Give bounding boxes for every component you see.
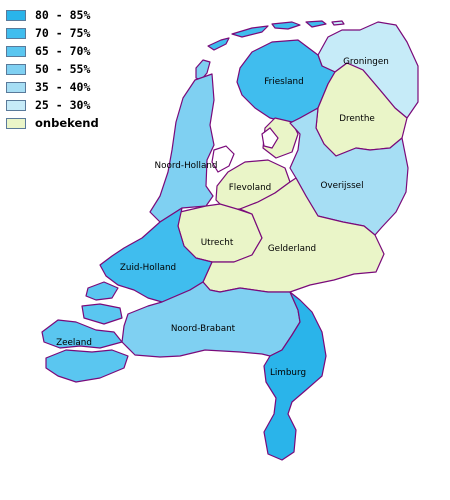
- island-terschelling[interactable]: [231, 25, 269, 38]
- island-texel[interactable]: [195, 59, 211, 81]
- island-schiermonnikoog[interactable]: [305, 20, 327, 28]
- legend-label: 65 - 70%: [35, 44, 91, 58]
- label-limburg: Limburg: [270, 368, 306, 378]
- label-groningen: Groningen: [343, 57, 389, 67]
- label-noord-brabant: Noord-Brabant: [171, 324, 236, 334]
- label-utrecht: Utrecht: [201, 238, 234, 248]
- legend-label: 50 - 55%: [35, 62, 91, 76]
- legend-swatch: [6, 81, 26, 93]
- legend-item-80-85: 80 - 85%: [6, 6, 99, 24]
- legend-label: 70 - 75%: [35, 26, 91, 40]
- province-zeeland-walcheren[interactable]: [41, 319, 123, 349]
- legend-item-onbekend: onbekend: [6, 114, 99, 132]
- province-zeeland-tholen[interactable]: [81, 303, 123, 325]
- island-ameland[interactable]: [271, 21, 301, 30]
- label-zuid-holland: Zuid-Holland: [120, 263, 176, 273]
- label-flevoland: Flevoland: [229, 183, 272, 193]
- legend-item-65-70: 65 - 70%: [6, 42, 99, 60]
- island-vlieland[interactable]: [207, 37, 230, 51]
- legend-swatch: [6, 63, 26, 75]
- legend-swatch: [6, 45, 26, 57]
- legend-item-70-75: 70 - 75%: [6, 24, 99, 42]
- label-zeeland: Zeeland: [56, 338, 92, 348]
- legend-label: onbekend: [35, 116, 99, 130]
- legend-label: 80 - 85%: [35, 8, 91, 22]
- province-overijssel[interactable]: [289, 107, 409, 236]
- legend-swatch: [6, 9, 26, 21]
- map-legend: 80 - 85% 70 - 75% 65 - 70% 50 - 55% 35 -…: [6, 6, 99, 132]
- legend-item-35-40: 35 - 40%: [6, 78, 99, 96]
- province-zeeland-schouwen[interactable]: [85, 281, 119, 301]
- legend-swatch: [6, 27, 26, 39]
- label-noord-holland: Noord-Holland: [155, 161, 218, 171]
- legend-label: 25 - 30%: [35, 98, 91, 112]
- legend-swatch: [6, 99, 26, 111]
- legend-item-50-55: 50 - 55%: [6, 60, 99, 78]
- label-friesland: Friesland: [264, 77, 303, 87]
- province-zeeland-vlaanderen[interactable]: [45, 349, 129, 383]
- label-gelderland: Gelderland: [268, 244, 316, 254]
- legend-item-25-30: 25 - 30%: [6, 96, 99, 114]
- wadden-islands: [195, 20, 345, 81]
- island-rottumeroog[interactable]: [331, 20, 345, 26]
- province-gelderland[interactable]: [202, 177, 385, 293]
- label-overijssel: Overijssel: [320, 181, 363, 191]
- province-limburg[interactable]: [263, 291, 327, 461]
- markermeer-water: [211, 145, 235, 173]
- legend-swatch: [6, 117, 26, 129]
- label-drenthe: Drenthe: [339, 114, 375, 124]
- province-noord-holland[interactable]: [149, 73, 215, 223]
- legend-label: 35 - 40%: [35, 80, 91, 94]
- veluwemeer-water: [261, 127, 279, 149]
